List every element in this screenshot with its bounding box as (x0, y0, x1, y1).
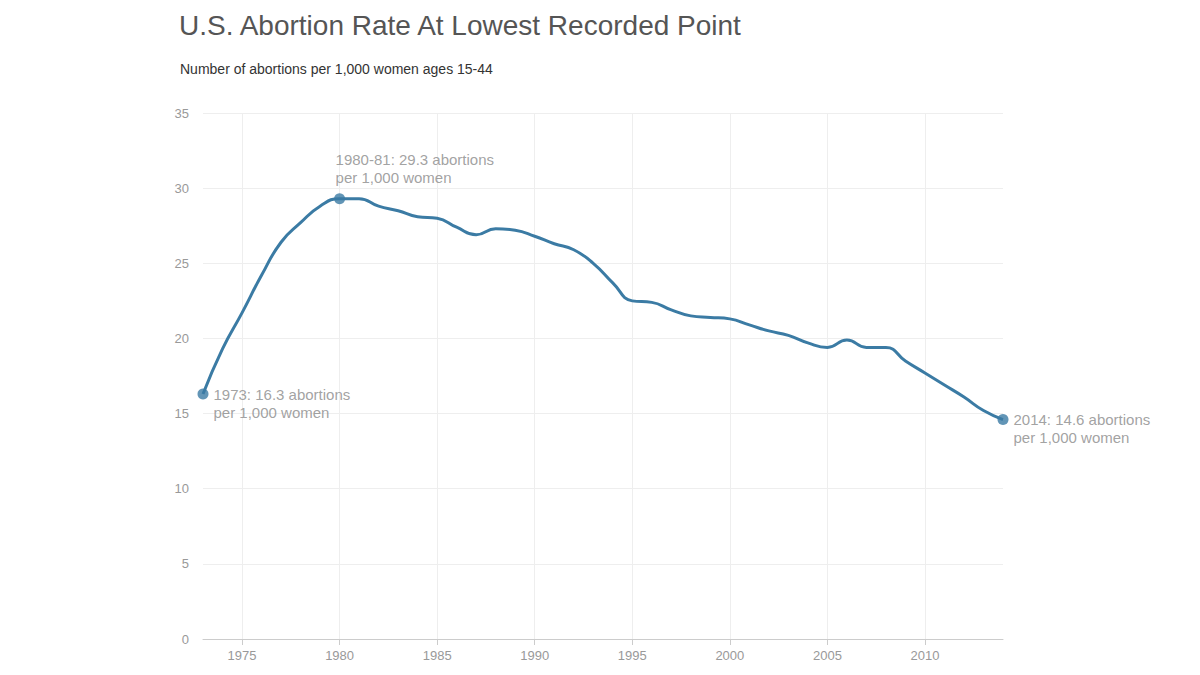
svg-text:Number of abortions per 1,000: Number of abortions per 1,000 women ages… (180, 61, 493, 77)
svg-text:1973: 16.3 abortions: 1973: 16.3 abortions (214, 386, 351, 403)
svg-text:1995: 1995 (618, 648, 647, 663)
svg-text:35: 35 (175, 106, 189, 121)
svg-text:1975: 1975 (228, 648, 257, 663)
svg-text:30: 30 (175, 181, 189, 196)
svg-text:25: 25 (175, 256, 189, 271)
svg-text:1990: 1990 (520, 648, 549, 663)
svg-text:15: 15 (175, 406, 189, 421)
svg-text:0: 0 (182, 632, 189, 647)
svg-text:2000: 2000 (715, 648, 744, 663)
svg-text:U.S. Abortion Rate At Lowest R: U.S. Abortion Rate At Lowest Recorded Po… (179, 10, 741, 41)
svg-text:1980: 1980 (325, 648, 354, 663)
svg-text:5: 5 (182, 556, 189, 571)
svg-text:per 1,000 women: per 1,000 women (336, 169, 452, 186)
svg-text:10: 10 (175, 481, 189, 496)
svg-text:per 1,000 women: per 1,000 women (214, 404, 330, 421)
svg-text:2010: 2010 (910, 648, 939, 663)
svg-text:1980-81: 29.3 abortions: 1980-81: 29.3 abortions (336, 151, 494, 168)
svg-text:1985: 1985 (423, 648, 452, 663)
svg-text:2014: 14.6 abortions: 2014: 14.6 abortions (1014, 411, 1151, 428)
svg-text:2005: 2005 (813, 648, 842, 663)
svg-text:20: 20 (175, 331, 189, 346)
svg-text:per 1,000 women: per 1,000 women (1014, 429, 1130, 446)
